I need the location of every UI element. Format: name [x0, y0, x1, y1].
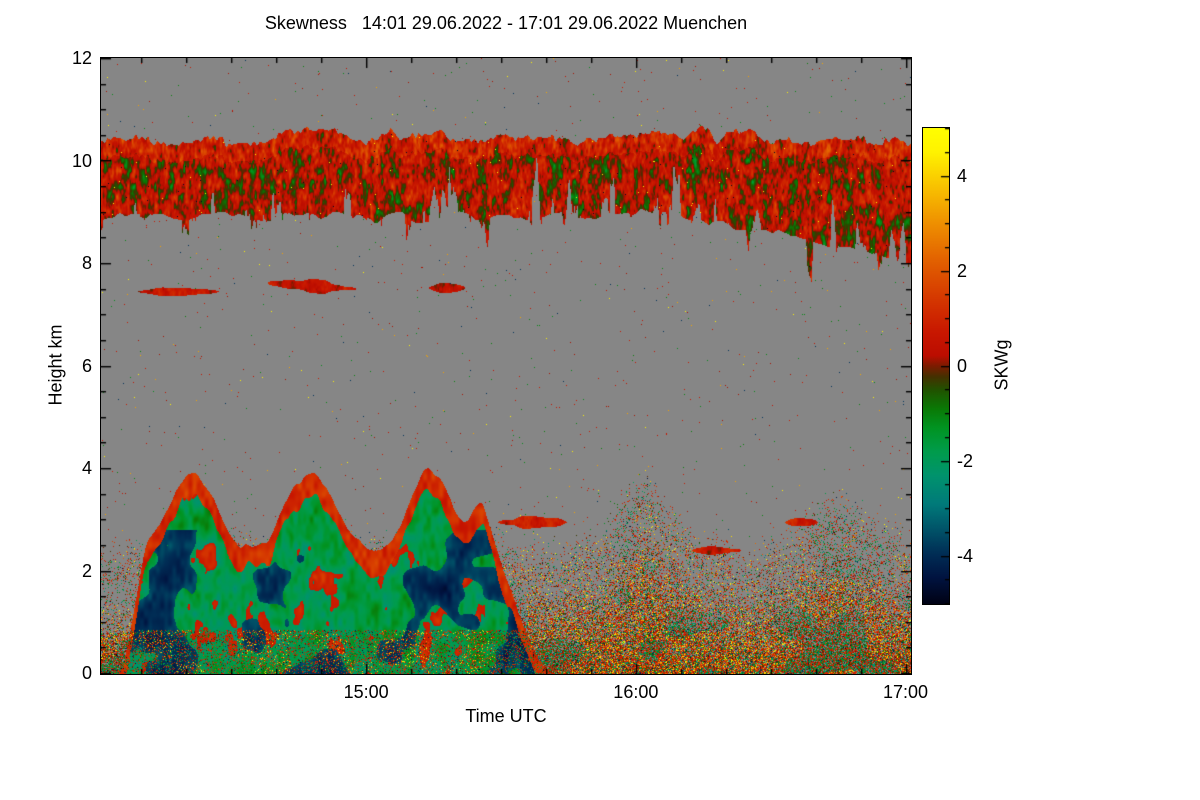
y-tick-label: 10	[71, 150, 92, 171]
x-tick-label: 17:00	[882, 682, 929, 702]
y-tick-label: 0	[81, 663, 92, 683]
skewness-heatmap-canvas	[101, 58, 911, 674]
y-tick-label: 8	[81, 253, 92, 273]
colorbar	[922, 127, 950, 605]
colorbar-tick-label: -4	[957, 545, 974, 566]
x-tick-label: 15:00	[343, 682, 389, 702]
plot-area	[100, 57, 912, 675]
y-tick-label: 12	[71, 48, 92, 68]
y-tick-label: 4	[81, 458, 92, 478]
x-axis-label: Time UTC	[465, 706, 547, 726]
y-tick-label: 2	[81, 560, 92, 581]
x-tick-label: 16:00	[613, 682, 659, 702]
y-tick-label: 6	[81, 355, 92, 376]
colorbar-tick-label: 0	[957, 355, 968, 376]
colorbar-canvas	[923, 128, 949, 604]
chart-title: Skewness 14:01 29.06.2022 - 17:01 29.06.…	[264, 13, 748, 33]
colorbar-tick-label: 4	[957, 165, 968, 186]
colorbar-tick-label: -2	[957, 450, 974, 471]
colorbar-label: SKWg	[991, 339, 1012, 391]
colorbar-tick-label: 2	[957, 260, 968, 281]
